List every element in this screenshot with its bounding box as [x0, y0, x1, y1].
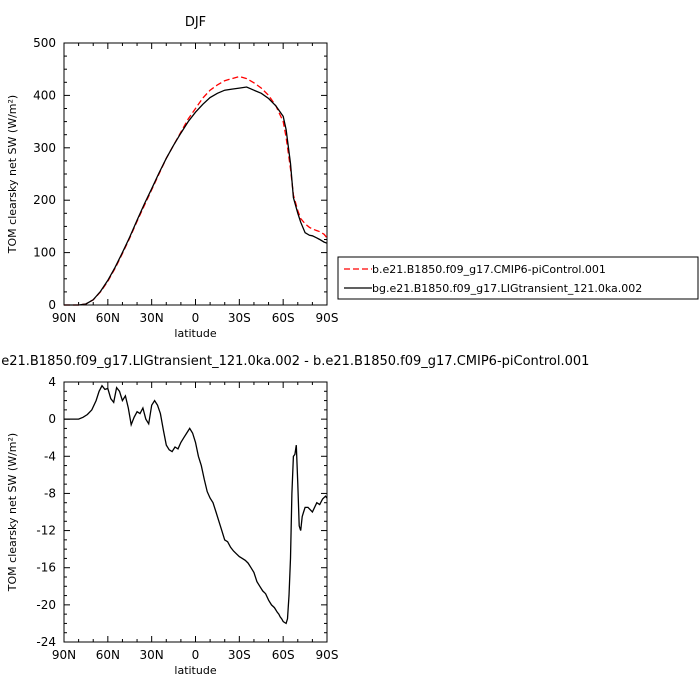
top-y-tick-label: 0 — [48, 298, 56, 312]
top-y-axis-label: TOM clearsky net SW (W/m²) — [6, 95, 19, 254]
bottom-y-tick-label: -12 — [36, 524, 56, 538]
legend-label-picontrol: b.e21.B1850.f09_g17.CMIP6-piControl.001 — [372, 263, 606, 276]
bottom-y-tick-label: -16 — [36, 561, 56, 575]
bottom-y-tick-label: -4 — [44, 449, 56, 463]
bottom-x-tick-label: 0 — [192, 648, 200, 662]
top-series-group — [64, 75, 328, 306]
legend: b.e21.B1850.f09_g17.CMIP6-piControl.001 … — [337, 256, 699, 300]
bottom-x-tick-label: 60S — [272, 648, 295, 662]
bottom-y-tick-label: 4 — [48, 375, 56, 389]
bottom-x-tick-label: 30N — [140, 648, 164, 662]
bottom-x-tick-label: 30S — [228, 648, 251, 662]
bottom-plot-frame — [63, 381, 328, 643]
bottom-y-tick-label: -24 — [36, 635, 56, 649]
bottom-series-line-0 — [64, 384, 328, 625]
top-axes: 90N 60N 30N 0 30S 60S 90S 0 100 200 300 400 500 — [33, 36, 338, 325]
top-plot-frame — [63, 42, 328, 306]
legend-label-ligtransient: bg.e21.B1850.f09_g17.LIGtransient_121.0k… — [372, 282, 642, 295]
bottom-y-tick-label: -20 — [36, 598, 56, 612]
top-panel-title: DJF — [185, 15, 206, 30]
bottom-x-tick-label: 90N — [52, 648, 76, 662]
top-x-tick-label: 60S — [272, 311, 295, 325]
top-x-tick-label: 90S — [316, 311, 339, 325]
top-x-tick-label: 90N — [52, 311, 76, 325]
top-panel: DJF 90N 60N 30N 0 30S 60S 90S0100200300400500 … — [6, 15, 338, 340]
bottom-x-tick-label: 60N — [96, 648, 120, 662]
top-x-tick-label: 30S — [228, 311, 251, 325]
bottom-x-axis-label: latitude — [174, 664, 216, 677]
top-x-tick-label: 30N — [140, 311, 164, 325]
legend-frame — [337, 256, 699, 300]
bottom-panel: bg.e21.B1850.f09_g17.LIGtransient_121.0k… — [0, 354, 589, 677]
top-y-tick-label: 100 — [33, 246, 56, 260]
top-y-tick-label: 400 — [33, 88, 56, 102]
top-y-tick-label: 200 — [33, 193, 56, 207]
top-x-tick-label: 0 — [192, 311, 200, 325]
bottom-axes: 90N 60N 30N 0 30S 60S 90S 4 0 -4 -8 -12 -16 -20 -24 — [36, 375, 338, 662]
top-y-tick-label: 300 — [33, 141, 56, 155]
bottom-y-tick-label: 0 — [48, 412, 56, 426]
top-x-axis-label: latitude — [174, 327, 216, 340]
bottom-y-tick-label: -8 — [44, 486, 56, 500]
bottom-panel-title: bg.e21.B1850.f09_g17.LIGtransient_121.0k… — [0, 354, 589, 369]
top-y-tick-label: 500 — [33, 36, 56, 50]
top-series-line-1 — [64, 86, 328, 306]
top-series-line-0 — [64, 75, 328, 306]
bottom-series-group — [64, 384, 328, 625]
bottom-y-axis-label: TOM clearsky net SW (W/m²) — [6, 433, 19, 592]
top-x-tick-label: 60N — [96, 311, 120, 325]
bottom-x-tick-label: 90S — [316, 648, 339, 662]
